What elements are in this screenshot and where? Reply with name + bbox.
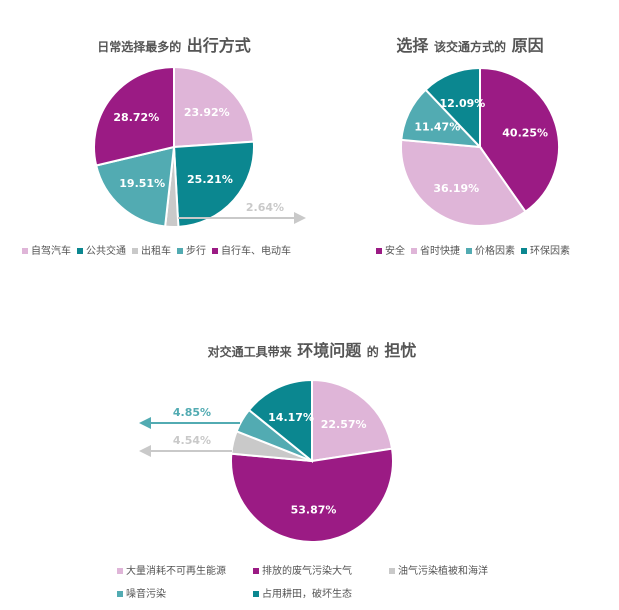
legend-label: 步行 [186,246,206,257]
chart3-legend: 大量消耗不可再生能源 排放的废气污染大气 油气污染植被和海洋噪音污染 占用耕田，破坏生… [117,560,517,606]
title-part: 出行方式 [186,36,251,55]
title-part: 环境问题 [297,341,362,360]
data-label: 25.21% [187,173,233,186]
legend-label: 噪音污染 [126,589,166,600]
legend-label: 安全 [385,246,405,257]
legend-swatch [117,568,123,574]
legend-item: 步行 [177,244,206,260]
pie-slice-2-0 [311,378,394,463]
data-label: 4.54% [173,434,211,447]
pie-slice-0-4 [93,65,175,167]
data-label: 23.92% [184,106,230,119]
data-label: 28.72% [113,111,159,124]
legend-swatch [411,248,417,254]
data-label: 36.19% [433,182,479,195]
legend-swatch [177,248,183,254]
legend-label: 环保因素 [530,246,570,257]
legend-item: 占用耕田，破坏生态 [253,583,383,606]
data-label: 53.87% [291,504,337,517]
pie-slice-0-0 [173,65,255,149]
legend-label: 自驾汽车 [31,246,71,257]
data-label: 4.85% [173,406,211,419]
pie-slice-0-3 [94,145,176,228]
legend-swatch [253,568,259,574]
legend-label: 省时快捷 [420,246,460,257]
chart3-title: 对交通工具带来 环境问题 的 担忧 [162,337,462,361]
legend-item: 自行车、电动车 [212,244,291,260]
legend-item: 出租车 [132,244,171,260]
legend-item: 噪音污染 [117,583,247,606]
title-part: 该交通方式的 [433,40,506,54]
chart2-title: 选择 该交通方式的 原因 [330,32,610,56]
data-label: 12.09% [440,97,486,110]
data-label: 40.25% [502,127,548,140]
title-part: 担忧 [384,341,417,360]
legend-swatch [389,568,395,574]
legend-swatch [22,248,28,254]
pie-slice-0-1 [172,140,255,228]
legend-swatch [253,591,259,597]
legend-item: 大量消耗不可再生能源 [117,560,247,583]
legend-swatch [117,591,123,597]
legend-item: 价格因素 [466,244,515,260]
pie-slice-1-1 [400,138,527,227]
title-part: 选择 [396,36,429,55]
data-label: 14.17% [268,411,314,424]
chart2-legend: 安全 省时快捷 价格因素 环保因素 [376,244,611,260]
legend-label: 公共交通 [86,246,126,257]
legend-swatch [376,248,382,254]
legend-item: 自驾汽车 [22,244,71,260]
title-part: 日常选择最多的 [97,40,182,54]
legend-item: 油气污染植被和海洋 [389,560,509,583]
legend-label: 价格因素 [475,246,515,257]
chart1-title: 日常选择最多的 出行方式 [34,32,314,56]
legend-swatch [212,248,218,254]
legend-swatch [521,248,527,254]
legend-swatch [77,248,83,254]
legend-label: 大量消耗不可再生能源 [126,566,226,577]
title-part: 原因 [511,36,544,55]
legend-label: 油气污染植被和海洋 [398,566,488,577]
chart1-legend: 自驾汽车 公共交通 出租车 步行 自行车、电动车 [22,244,352,260]
data-label: 11.47% [414,120,460,133]
legend-label: 排放的废气污染大气 [262,566,352,577]
pie-slice-2-1 [230,447,394,543]
legend-item: 省时快捷 [411,244,460,260]
legend-item: 公共交通 [77,244,126,260]
data-label: 2.64% [246,201,284,214]
legend-swatch [132,248,138,254]
title-part: 的 [366,345,379,359]
title-part: 对交通工具带来 [207,345,292,359]
data-label: 22.57% [321,418,367,431]
pie-slice-1-0 [479,66,560,214]
legend-swatch [466,248,472,254]
legend-item: 环保因素 [521,244,570,260]
legend-item: 安全 [376,244,405,260]
legend-label: 占用耕田，破坏生态 [262,589,352,600]
legend-label: 出租车 [141,246,171,257]
legend-label: 自行车、电动车 [221,246,291,257]
data-label: 19.51% [119,177,165,190]
legend-item: 排放的废气污染大气 [253,560,383,583]
pie-slice-1-3 [424,66,481,150]
pie-slice-2-4 [247,378,313,464]
